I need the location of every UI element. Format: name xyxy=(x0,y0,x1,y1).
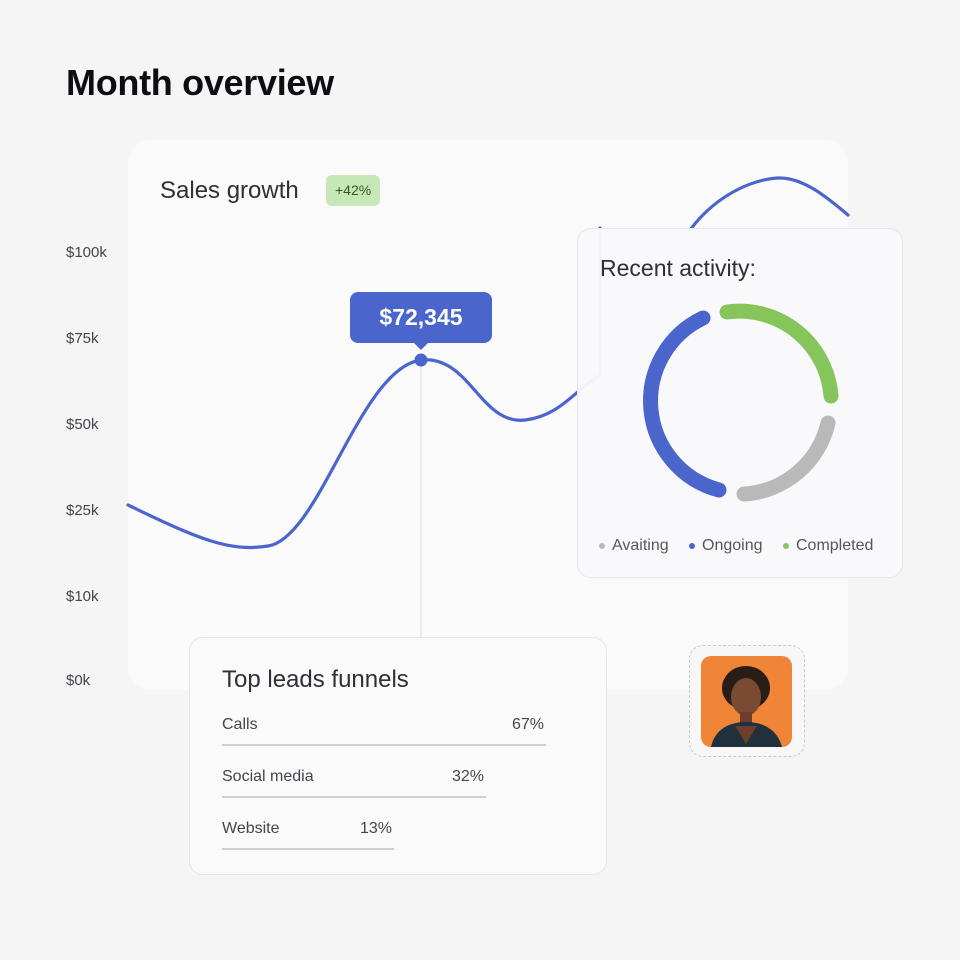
legend-dot xyxy=(689,543,695,549)
legend-label: Avaiting xyxy=(612,537,669,554)
growth-badge: +42% xyxy=(326,175,381,206)
legend-label: Ongoing xyxy=(702,537,763,554)
lead-percent: 32% xyxy=(451,768,484,785)
legend-label: Completed xyxy=(796,537,874,554)
top-leads-card xyxy=(189,637,607,875)
legend-item-avaiting: Avaiting xyxy=(599,537,669,555)
lead-name: Website xyxy=(222,820,280,837)
legend-item-completed: Completed xyxy=(783,537,873,555)
y-axis-tick: $75k xyxy=(66,330,99,347)
lead-row-calls[interactable]: Calls 67% xyxy=(222,714,546,746)
avatar[interactable] xyxy=(701,656,792,747)
lead-row-social-media[interactable]: Social media 32% xyxy=(222,766,486,798)
y-axis-tick: $100k xyxy=(66,244,107,261)
y-axis-tick: $0k xyxy=(66,672,91,689)
recent-activity-title: Recent activity: xyxy=(600,255,756,281)
top-leads-title: Top leads funnels xyxy=(222,666,409,693)
legend-dot xyxy=(599,543,605,549)
y-axis-tick: $25k xyxy=(66,502,99,519)
lead-row-website[interactable]: Website 13% xyxy=(222,818,394,850)
y-axis-tick: $50k xyxy=(66,416,99,433)
sales-growth-title: Sales growth xyxy=(160,177,299,204)
lead-percent: 13% xyxy=(359,820,392,837)
lead-name: Calls xyxy=(222,716,258,733)
lead-percent: 67% xyxy=(511,716,544,733)
legend-dot xyxy=(783,543,789,549)
y-axis-tick: $10k xyxy=(66,588,99,605)
page-title: Month overview xyxy=(66,62,334,103)
lead-name: Social media xyxy=(222,768,314,785)
person-icon xyxy=(711,666,782,747)
value-tooltip: $72,345 xyxy=(350,292,492,350)
legend-item-ongoing: Ongoing xyxy=(689,537,763,555)
